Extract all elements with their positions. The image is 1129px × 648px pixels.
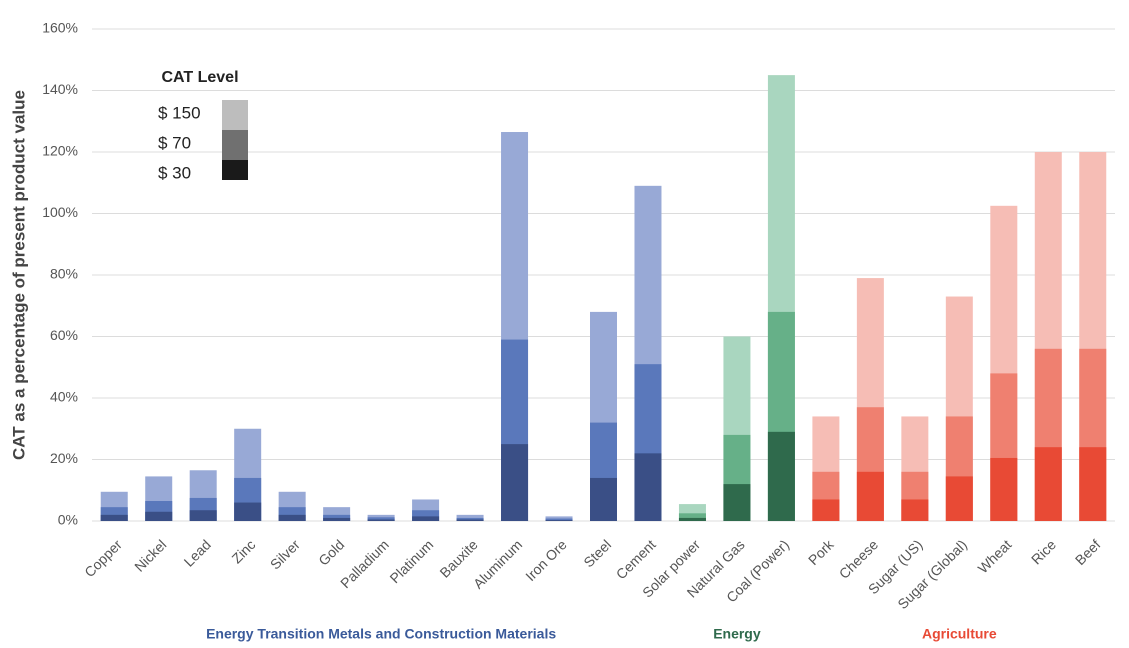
bar	[990, 457, 1018, 521]
y-tick-label: 60%	[50, 327, 78, 343]
x-tick-label: Pork	[805, 536, 837, 568]
bar	[323, 517, 351, 521]
bar	[367, 519, 395, 521]
x-tick-label: Rice	[1028, 536, 1059, 567]
bar	[634, 453, 662, 521]
bar	[501, 444, 529, 521]
group-label: Agriculture	[922, 626, 997, 642]
x-tick-label: Lead	[181, 536, 214, 569]
bar	[278, 514, 306, 521]
y-tick-label: 160%	[42, 20, 78, 36]
bar	[545, 520, 573, 521]
legend-label: $ 30	[158, 163, 191, 182]
bar	[100, 514, 128, 521]
bar	[590, 477, 617, 521]
x-tick-label: Steel	[580, 536, 614, 570]
x-tick-label: Copper	[81, 536, 125, 580]
bar	[367, 517, 395, 521]
bar	[901, 499, 929, 521]
group-label: Energy	[713, 626, 761, 642]
legend-label: $ 150	[158, 103, 201, 122]
y-tick-label: 0%	[58, 512, 78, 528]
y-tick-label: 140%	[42, 81, 78, 97]
bar	[723, 484, 751, 521]
legend-swatch	[222, 100, 248, 130]
y-tick-label: 80%	[50, 266, 78, 282]
x-tick-label: Palladium	[337, 536, 392, 591]
bar	[189, 510, 217, 521]
bar	[456, 519, 484, 521]
bar	[945, 476, 973, 521]
y-tick-label: 120%	[42, 143, 78, 159]
bar	[767, 431, 795, 521]
bar	[678, 513, 706, 521]
x-tick-label: Bauxite	[436, 536, 480, 580]
x-tick-label: Silver	[267, 536, 303, 572]
y-axis-label: CAT as a percentage of present product v…	[9, 90, 28, 460]
group-label: Energy Transition Metals and Constructio…	[206, 626, 556, 642]
y-tick-label: 20%	[50, 450, 78, 466]
bar	[234, 502, 262, 521]
legend-swatch	[222, 130, 248, 160]
bar	[678, 517, 706, 521]
x-tick-label: Zinc	[228, 536, 258, 566]
x-tick-label: Nickel	[131, 536, 169, 574]
x-tick-label: Gold	[315, 536, 347, 568]
bar	[856, 471, 884, 521]
x-tick-label: Platinum	[386, 536, 436, 586]
bar	[412, 510, 440, 521]
bar	[545, 518, 573, 521]
bar	[1034, 447, 1062, 521]
legend-swatch	[222, 160, 248, 180]
legend-title: CAT Level	[161, 69, 238, 86]
x-tick-label: Iron Ore	[522, 536, 570, 584]
x-tick-label: Aluminum	[470, 536, 525, 591]
y-tick-label: 40%	[50, 389, 78, 405]
y-tick-label: 100%	[42, 204, 78, 220]
x-tick-label: Wheat	[975, 536, 1015, 576]
legend-label: $ 70	[158, 133, 191, 152]
bar	[412, 516, 440, 521]
bar	[145, 511, 173, 521]
bar	[1079, 447, 1107, 521]
bar	[812, 499, 840, 521]
x-tick-label: Beef	[1072, 536, 1104, 568]
